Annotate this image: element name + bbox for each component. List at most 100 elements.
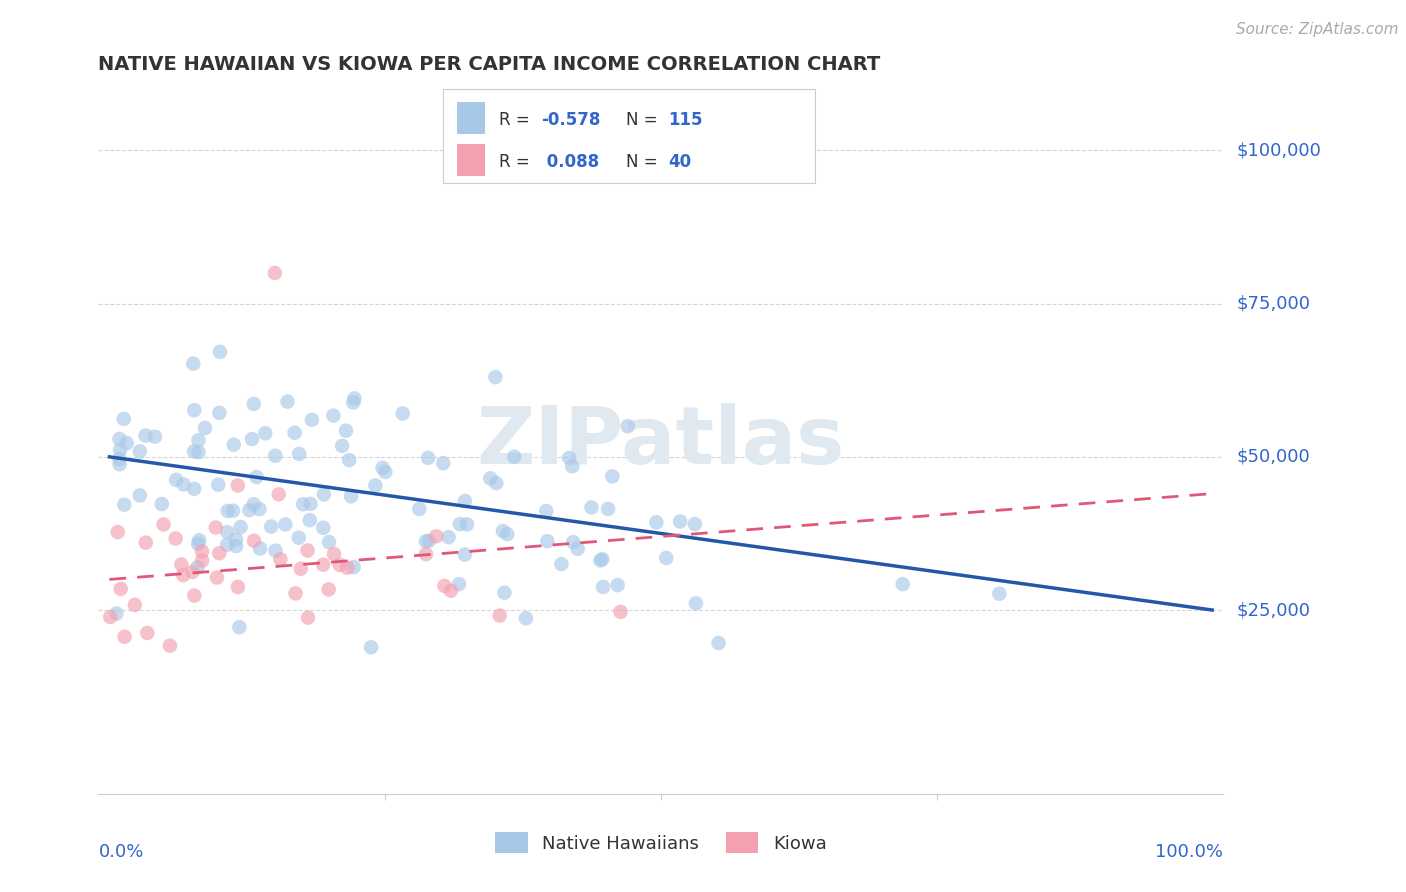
Point [488, 608, 510, 623]
Point [290, 562, 312, 576]
Point [669, 515, 692, 529]
Point [492, 524, 515, 538]
Point [136, 626, 159, 640]
Point [360, 640, 382, 655]
Point [150, 497, 173, 511]
Point [267, 487, 290, 501]
Point [243, 533, 266, 548]
Point [208, 406, 231, 420]
Point [186, 560, 208, 574]
Point [226, 478, 249, 492]
Text: $50,000: $50,000 [1237, 448, 1310, 466]
Point [415, 547, 437, 561]
Point [536, 534, 558, 549]
Point [329, 558, 352, 572]
Point [170, 558, 193, 572]
Point [536, 504, 558, 518]
Point [284, 425, 307, 440]
Point [187, 537, 209, 551]
Point [238, 503, 260, 517]
Point [269, 552, 291, 566]
Point [112, 498, 135, 512]
Point [364, 478, 387, 492]
Point [503, 450, 526, 464]
Point [165, 473, 187, 487]
Point [616, 419, 638, 434]
Text: -0.578: -0.578 [541, 112, 600, 129]
Point [567, 541, 589, 556]
Point [105, 607, 128, 621]
Point [447, 577, 470, 591]
Point [683, 517, 706, 532]
Point [550, 557, 572, 571]
Point [225, 533, 247, 547]
Text: R =: R = [499, 153, 536, 170]
Point [416, 450, 439, 465]
Text: $75,000: $75,000 [1237, 294, 1310, 313]
Point [124, 598, 146, 612]
Point [135, 428, 157, 442]
Point [107, 525, 129, 540]
Text: N =: N = [626, 112, 662, 129]
Point [318, 582, 340, 597]
Point [98, 610, 121, 624]
Point [222, 437, 245, 451]
Point [288, 447, 311, 461]
Point [208, 344, 231, 359]
Point [228, 620, 250, 634]
Text: 115: 115 [668, 112, 703, 129]
Point [337, 453, 360, 467]
Point [298, 513, 321, 527]
Point [128, 488, 150, 502]
Point [330, 439, 353, 453]
Point [108, 432, 131, 446]
Point [596, 502, 619, 516]
Point [318, 535, 340, 549]
Point [181, 565, 204, 579]
Point [340, 489, 363, 503]
Text: 0.0%: 0.0% [98, 843, 143, 861]
Point [685, 596, 707, 610]
Point [494, 585, 516, 599]
Point [589, 553, 612, 567]
Point [110, 582, 132, 596]
Point [208, 546, 231, 560]
Point [312, 521, 335, 535]
Point [312, 558, 335, 572]
Point [432, 456, 454, 470]
Point [245, 470, 267, 484]
Point [449, 517, 471, 532]
Point [322, 409, 344, 423]
Point [299, 497, 322, 511]
Point [191, 544, 214, 558]
Point [515, 611, 537, 625]
Point [323, 547, 346, 561]
Point [172, 477, 194, 491]
Text: $25,000: $25,000 [1237, 601, 1310, 619]
Point [112, 412, 135, 426]
Point [188, 533, 211, 548]
Point [115, 436, 138, 450]
Point [194, 421, 217, 435]
Point [277, 394, 299, 409]
Point [183, 444, 205, 458]
Point [181, 357, 204, 371]
Point [496, 527, 519, 541]
Point [297, 543, 319, 558]
Point [284, 586, 307, 600]
Point [558, 450, 581, 465]
Point [609, 605, 631, 619]
Point [591, 552, 613, 566]
Point [454, 548, 477, 562]
Point [204, 520, 226, 534]
Point [287, 531, 309, 545]
Point [222, 504, 245, 518]
Point [645, 516, 668, 530]
Point [343, 392, 366, 406]
Point [187, 445, 209, 459]
Point [165, 532, 187, 546]
Point [226, 580, 249, 594]
Point [183, 482, 205, 496]
Point [433, 579, 456, 593]
Point [602, 469, 624, 483]
